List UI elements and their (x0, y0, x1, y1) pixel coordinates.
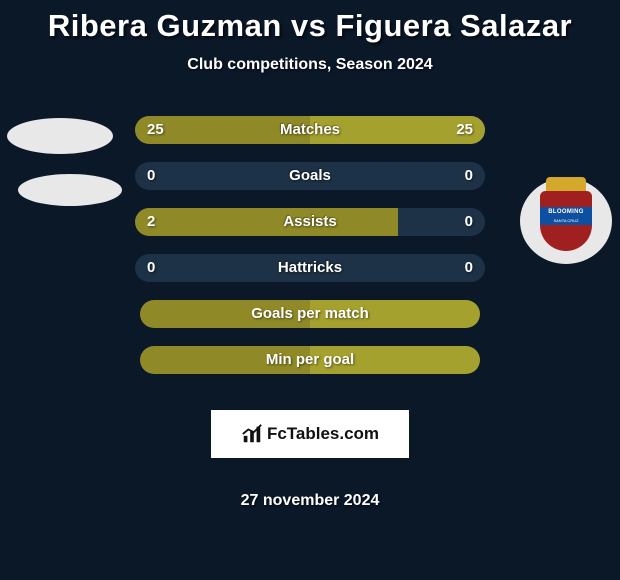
page-subtitle: Club competitions, Season 2024 (187, 56, 432, 74)
branding-text: FcTables.com (267, 424, 379, 444)
stat-label: Goals (135, 162, 485, 190)
stat-row-goals-per-match: Goals per match (140, 300, 480, 328)
stat-row-goals: 00Goals (135, 162, 485, 190)
stat-label: Matches (135, 116, 485, 144)
branding-logo[interactable]: FcTables.com (211, 410, 409, 458)
stat-row-matches: 2525Matches (135, 116, 485, 144)
stat-row-assists: 20Assists (135, 208, 485, 236)
stat-row-hattricks: 00Hattricks (135, 254, 485, 282)
stat-label: Hattricks (135, 254, 485, 282)
stat-row-min-per-goal: Min per goal (140, 346, 480, 374)
fctables-icon (241, 423, 263, 445)
stat-label: Assists (135, 208, 485, 236)
page-title: Ribera Guzman vs Figuera Salazar (48, 8, 572, 44)
footer-date: 27 november 2024 (241, 492, 380, 510)
stats-comparison: 2525Matches 00Goals 20Assists 00Hattricks Go… (0, 116, 620, 510)
